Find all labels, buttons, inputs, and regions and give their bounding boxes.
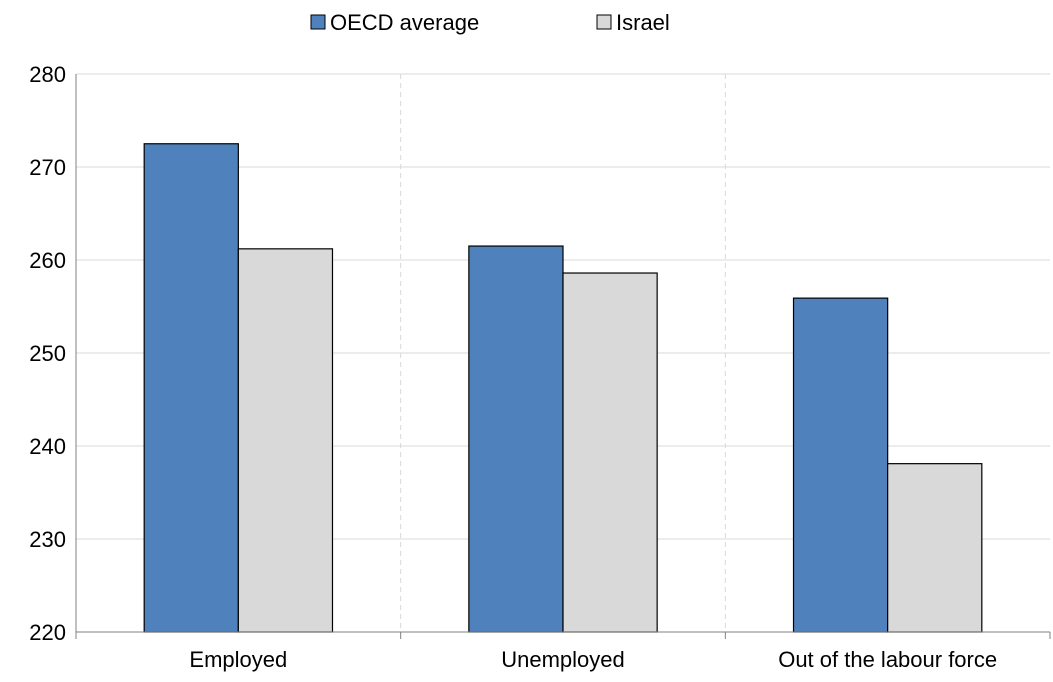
bar-israel (237, 248, 334, 633)
category-separators (400, 74, 726, 632)
x-tick-label: Unemployed (501, 647, 625, 672)
x-tick-label: Out of the labour force (778, 647, 997, 672)
axes (75, 74, 1051, 639)
legend-swatch (596, 14, 612, 30)
bar-israel (887, 463, 983, 633)
bar-oecd-average (468, 245, 564, 633)
legend-label: OECD average (330, 10, 479, 35)
bar-israel (562, 272, 658, 633)
y-tick-label: 230 (29, 527, 66, 552)
y-tick-labels: 220 230 240 250 260 270 280 (29, 62, 66, 645)
x-tick-label: Employed (189, 647, 287, 672)
bars (143, 143, 983, 633)
y-tick-label: 250 (29, 341, 66, 366)
y-tick-label: 220 (29, 620, 66, 645)
y-tick-label: 270 (29, 155, 66, 180)
bar-oecd-average (792, 297, 889, 633)
x-tick-labels: Employed Unemployed Out of the labour forc… (189, 647, 997, 672)
legend-swatch (310, 14, 326, 30)
legend: OECD average Israel (310, 10, 670, 35)
y-tick-label: 240 (29, 434, 66, 459)
y-tick-label: 280 (29, 62, 66, 87)
bar-oecd-average (143, 143, 239, 633)
y-tick-label: 260 (29, 248, 66, 273)
legend-label: Israel (616, 10, 670, 35)
